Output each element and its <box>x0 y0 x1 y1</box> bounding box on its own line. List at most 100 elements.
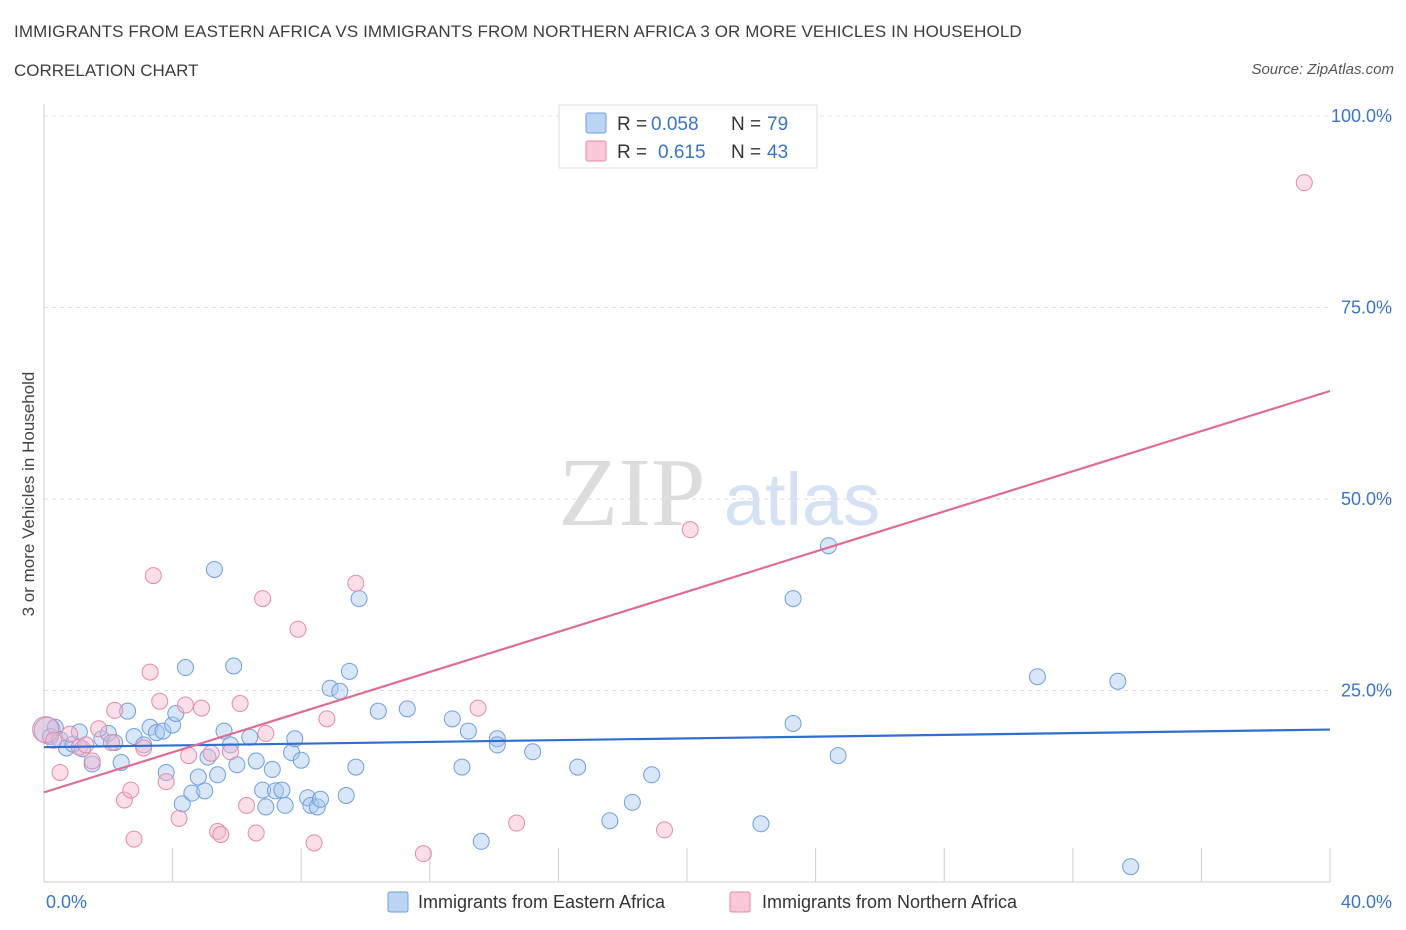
point-northern-africa[interactable] <box>414 845 432 863</box>
point-eastern-africa[interactable] <box>752 815 770 833</box>
point-northern-africa[interactable] <box>469 699 487 717</box>
point-eastern-africa[interactable] <box>196 782 214 800</box>
point-northern-africa[interactable] <box>122 781 140 799</box>
point-eastern-africa[interactable] <box>1122 858 1140 876</box>
point-eastern-africa[interactable] <box>331 682 349 700</box>
point-eastern-africa[interactable] <box>337 786 355 804</box>
point-northern-africa[interactable] <box>221 743 239 761</box>
stats-n-value-pink: 43 <box>767 142 788 163</box>
point-northern-africa[interactable] <box>103 734 121 752</box>
point-eastern-africa[interactable] <box>176 659 194 677</box>
point-eastern-africa[interactable] <box>209 766 227 784</box>
point-northern-africa[interactable] <box>289 620 307 638</box>
point-northern-africa[interactable] <box>655 821 673 839</box>
point-northern-africa[interactable] <box>212 826 230 844</box>
point-eastern-africa[interactable] <box>459 722 477 740</box>
point-northern-africa[interactable] <box>508 814 526 832</box>
point-northern-africa[interactable] <box>83 752 101 770</box>
point-eastern-africa[interactable] <box>173 795 191 813</box>
point-northern-africa[interactable] <box>90 720 108 738</box>
point-northern-africa[interactable] <box>176 696 194 714</box>
point-eastern-africa[interactable] <box>472 832 490 850</box>
point-northern-africa[interactable] <box>681 521 699 539</box>
point-eastern-africa[interactable] <box>99 724 117 742</box>
stats-legend: R = 0.058 N = 79 R = 0.615 N = 43 <box>558 104 818 169</box>
point-eastern-africa[interactable] <box>311 790 329 808</box>
point-eastern-africa[interactable] <box>148 724 166 742</box>
point-northern-africa[interactable] <box>51 763 69 781</box>
legend-swatch-eastern-africa[interactable] <box>387 891 409 913</box>
point-eastern-africa[interactable] <box>643 766 661 784</box>
point-eastern-africa[interactable] <box>524 743 542 761</box>
point-northern-africa[interactable] <box>144 567 162 585</box>
point-eastern-africa[interactable] <box>443 710 461 728</box>
point-eastern-africa[interactable] <box>302 796 320 814</box>
point-eastern-africa[interactable] <box>350 590 368 608</box>
point-northern-africa[interactable] <box>202 744 220 762</box>
point-eastern-africa[interactable] <box>167 704 185 722</box>
point-eastern-africa[interactable] <box>241 728 259 746</box>
point-eastern-africa[interactable] <box>321 679 339 697</box>
point-northern-africa[interactable] <box>151 692 169 710</box>
point-eastern-africa[interactable] <box>205 560 223 578</box>
point-eastern-africa[interactable] <box>276 796 294 814</box>
point-eastern-africa[interactable] <box>784 590 802 608</box>
point-northern-africa[interactable] <box>254 590 272 608</box>
point-eastern-africa[interactable] <box>263 760 281 778</box>
point-eastern-africa[interactable] <box>453 758 471 776</box>
stats-n-label-pink: N = <box>731 142 761 163</box>
point-northern-africa[interactable] <box>305 834 323 852</box>
point-eastern-africa[interactable] <box>569 758 587 776</box>
point-northern-africa[interactable] <box>141 663 159 681</box>
y-tick-label: 75.0% <box>1341 298 1392 318</box>
point-northern-africa[interactable] <box>125 830 143 848</box>
point-eastern-africa[interactable] <box>488 730 506 748</box>
point-eastern-africa[interactable] <box>266 782 284 800</box>
point-eastern-africa[interactable] <box>125 727 143 745</box>
point-northern-africa[interactable] <box>247 824 265 842</box>
point-eastern-africa[interactable] <box>784 714 802 732</box>
point-northern-africa[interactable] <box>45 731 63 749</box>
point-northern-africa[interactable] <box>61 725 79 743</box>
point-eastern-africa[interactable] <box>257 798 275 816</box>
point-eastern-africa[interactable] <box>292 751 310 769</box>
point-eastern-africa[interactable] <box>623 793 641 811</box>
point-eastern-africa[interactable] <box>154 722 172 740</box>
point-eastern-africa[interactable] <box>1028 668 1046 686</box>
point-northern-africa[interactable] <box>1295 174 1313 192</box>
point-eastern-africa[interactable] <box>247 752 265 770</box>
point-eastern-africa[interactable] <box>340 662 358 680</box>
point-northern-africa[interactable] <box>257 724 275 742</box>
point-eastern-africa[interactable] <box>829 747 847 765</box>
point-northern-africa[interactable] <box>115 791 133 809</box>
legend-label-northern-africa[interactable]: Immigrants from Northern Africa <box>762 892 1018 912</box>
legend-swatch-northern-africa[interactable] <box>729 891 751 913</box>
point-northern-africa[interactable] <box>231 695 249 713</box>
point-eastern-africa[interactable] <box>225 657 243 675</box>
point-northern-africa[interactable] <box>318 710 336 728</box>
point-eastern-africa[interactable] <box>488 736 506 754</box>
point-northern-africa[interactable] <box>209 822 227 840</box>
point-eastern-africa[interactable] <box>254 781 272 799</box>
point-eastern-africa[interactable] <box>157 763 175 781</box>
point-eastern-africa[interactable] <box>1109 672 1127 690</box>
point-eastern-africa[interactable] <box>601 812 619 830</box>
point-eastern-africa[interactable] <box>347 758 365 776</box>
stats-n-value-blue: 79 <box>767 114 788 135</box>
point-northern-africa[interactable] <box>347 574 365 592</box>
point-northern-africa[interactable] <box>170 809 188 827</box>
point-eastern-africa[interactable] <box>119 702 137 720</box>
point-eastern-africa[interactable] <box>189 768 207 786</box>
point-eastern-africa[interactable] <box>369 702 387 720</box>
point-northern-africa[interactable] <box>238 796 256 814</box>
point-northern-africa[interactable] <box>193 699 211 717</box>
point-northern-africa[interactable] <box>135 739 153 757</box>
point-northern-africa[interactable] <box>157 773 175 791</box>
point-northern-africa[interactable] <box>77 736 95 754</box>
point-eastern-africa[interactable] <box>398 700 416 718</box>
point-eastern-africa[interactable] <box>183 784 201 802</box>
point-eastern-africa[interactable] <box>273 781 291 799</box>
legend-label-eastern-africa[interactable]: Immigrants from Eastern Africa <box>418 892 666 912</box>
point-northern-africa[interactable] <box>106 701 124 719</box>
